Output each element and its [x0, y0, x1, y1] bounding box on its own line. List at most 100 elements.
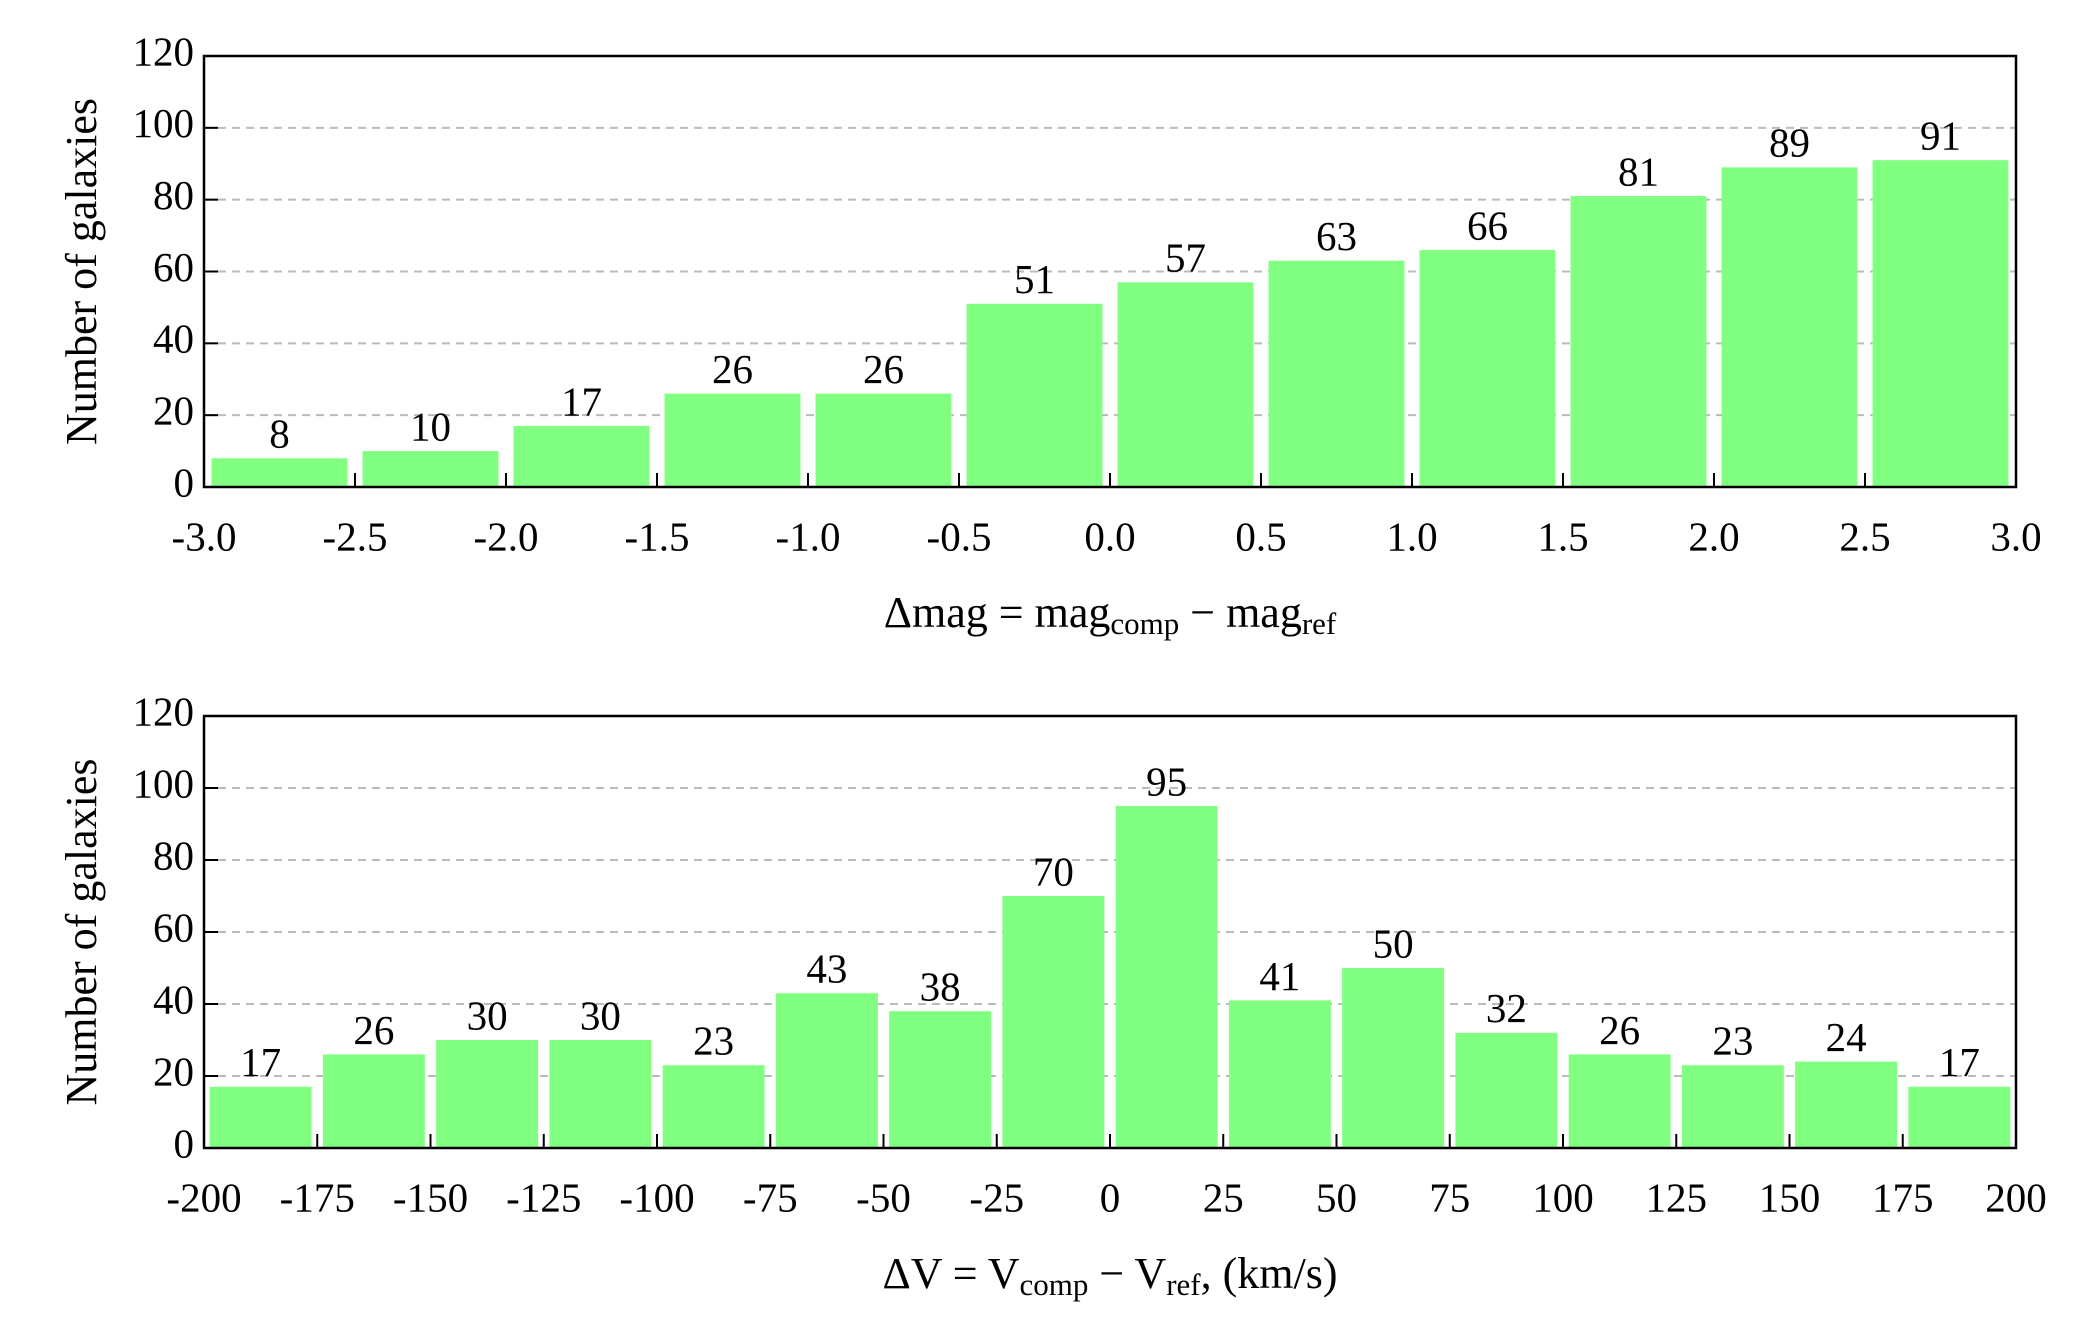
x-axis-label-subscript: ref	[1302, 606, 1337, 641]
x-tick-label: 150	[1759, 1174, 1821, 1220]
y-tick-label: 60	[153, 244, 194, 290]
data-label: 63	[1316, 213, 1357, 259]
x-tick-label: 25	[1203, 1174, 1244, 1220]
data-label: 32	[1486, 985, 1527, 1031]
y-axis-label: Number of galaxies	[57, 98, 106, 445]
bar	[1795, 1061, 1898, 1148]
x-tick-label: 200	[1985, 1174, 2047, 1220]
bar	[775, 993, 878, 1148]
x-axis-label-subscript: comp	[1020, 1267, 1089, 1302]
data-label: 24	[1826, 1014, 1867, 1060]
data-label: 17	[240, 1039, 281, 1085]
x-tick-label: -175	[280, 1174, 355, 1220]
bar	[513, 425, 650, 487]
bar	[1908, 1086, 2011, 1148]
data-label: 95	[1146, 758, 1187, 804]
bar	[1002, 896, 1105, 1148]
x-tick-label: -125	[506, 1174, 581, 1220]
x-axis-label-subscript: comp	[1110, 606, 1179, 641]
x-axis-label: ΔV = Vcomp − Vref, (km/s)	[882, 1249, 1337, 1302]
x-tick-label: 50	[1316, 1174, 1357, 1220]
x-tick-label: 3.0	[1990, 513, 2041, 559]
data-label: 89	[1769, 120, 1810, 166]
x-tick-label: -50	[856, 1174, 911, 1220]
data-label: 26	[863, 346, 904, 392]
data-label: 66	[1467, 202, 1508, 248]
data-label: 43	[806, 946, 847, 992]
bar	[815, 393, 952, 487]
bar	[1115, 806, 1218, 1148]
y-tick-label: 40	[153, 316, 194, 362]
data-label: 17	[1939, 1039, 1980, 1085]
x-axis-label: Δmag = magcomp − magref	[884, 588, 1337, 641]
bar	[436, 1040, 539, 1148]
y-tick-label: 0	[174, 1120, 195, 1166]
bar	[1721, 167, 1858, 487]
bar	[1419, 249, 1556, 487]
x-tick-label: 0.0	[1084, 513, 1135, 559]
x-tick-label: -100	[619, 1174, 694, 1220]
x-tick-label: 1.5	[1537, 513, 1588, 559]
x-tick-label: 75	[1429, 1174, 1470, 1220]
x-tick-label: -3.0	[172, 513, 237, 559]
data-label: 51	[1014, 256, 1055, 302]
data-label: 30	[580, 992, 621, 1038]
y-tick-label: 80	[153, 832, 194, 878]
bar	[889, 1011, 992, 1148]
x-tick-label: 2.5	[1839, 513, 1890, 559]
x-tick-label: -2.5	[323, 513, 388, 559]
plot-frame	[202, 714, 2018, 1150]
bar	[549, 1040, 652, 1148]
data-label: 70	[1033, 848, 1074, 894]
bar	[1342, 968, 1445, 1148]
data-label: 23	[1712, 1018, 1753, 1064]
data-label: 26	[353, 1007, 394, 1053]
x-axis-label-part: ΔV = V	[882, 1249, 1019, 1298]
x-axis-label-part: − V	[1088, 1249, 1166, 1298]
x-tick-label: -1.5	[625, 513, 690, 559]
x-tick-label: -75	[743, 1174, 798, 1220]
data-label: 10	[410, 403, 451, 449]
y-tick-label: 100	[133, 100, 195, 146]
x-tick-label: 0	[1100, 1174, 1121, 1220]
data-label: 38	[920, 964, 961, 1010]
bar	[1268, 260, 1405, 487]
x-tick-label: 175	[1872, 1174, 1934, 1220]
x-tick-label: 1.0	[1386, 513, 1437, 559]
data-label: 17	[561, 378, 602, 424]
y-tick-label: 40	[153, 976, 194, 1022]
bar	[1568, 1054, 1671, 1148]
data-label: 26	[712, 346, 753, 392]
x-axis-label-part: , (km/s)	[1201, 1249, 1338, 1298]
bar	[211, 458, 348, 487]
y-axis-label: Number of galaxies	[57, 759, 106, 1106]
bar	[662, 1065, 765, 1148]
bar	[1117, 282, 1254, 487]
x-axis-label-subscript: ref	[1166, 1267, 1201, 1302]
x-axis-label-part: − mag	[1179, 588, 1302, 637]
data-label: 23	[693, 1018, 734, 1064]
y-tick-label: 60	[153, 904, 194, 950]
bar	[1455, 1032, 1558, 1148]
data-label: 8	[269, 411, 290, 457]
y-tick-label: 100	[133, 760, 195, 806]
data-label: 81	[1618, 148, 1659, 194]
data-label: 30	[467, 992, 508, 1038]
bar	[1228, 1000, 1331, 1148]
y-tick-label: 120	[133, 688, 195, 734]
bar	[322, 1054, 425, 1148]
bar	[362, 451, 499, 487]
x-tick-label: -0.5	[927, 513, 992, 559]
x-tick-label: -2.0	[474, 513, 539, 559]
bar	[966, 303, 1103, 487]
y-tick-label: 120	[133, 28, 195, 74]
x-tick-label: -200	[166, 1174, 241, 1220]
x-tick-label: -1.0	[776, 513, 841, 559]
bar	[1570, 196, 1707, 487]
x-tick-label: 100	[1532, 1174, 1594, 1220]
plot-frame	[202, 54, 2018, 489]
y-tick-label: 20	[153, 388, 194, 434]
data-label: 50	[1373, 920, 1414, 966]
bar	[1872, 160, 2009, 488]
x-tick-label: 0.5	[1235, 513, 1286, 559]
